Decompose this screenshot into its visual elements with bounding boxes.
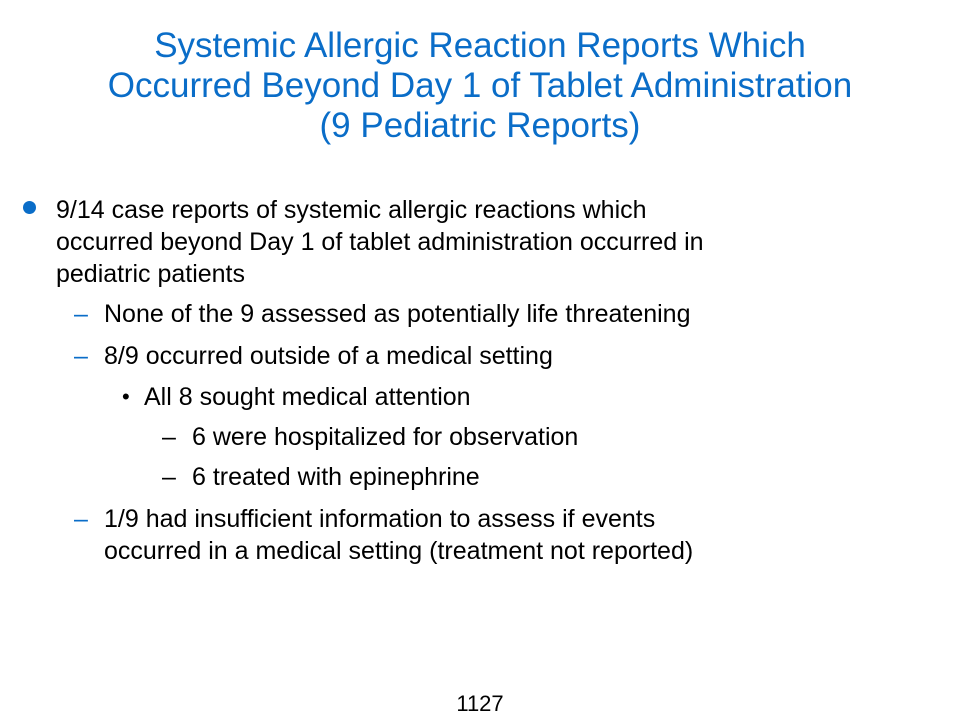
dash-icon: –	[162, 423, 176, 451]
sub-item-3-line-2: occurred in a medical setting (treatment…	[104, 537, 694, 565]
page-number: 1127	[456, 691, 504, 716]
sub-item-2-detail-2: 6 treated with epinephrine	[192, 463, 480, 491]
bullet-main: 9/14 case reports of systemic allergic r…	[23, 194, 916, 290]
dash-icon: –	[74, 300, 88, 328]
bullet-main-line-1: 9/14 case reports of systemic allergic r…	[56, 196, 647, 224]
bullet-main-line-3: pediatric patients	[56, 260, 246, 288]
bullet-dot-icon	[23, 201, 36, 214]
sub-item-2: 8/9 occurred outside of a medical settin…	[104, 342, 553, 370]
dash-icon: –	[74, 505, 88, 533]
title-line-2: Occurred Beyond Day 1 of Tablet Administ…	[107, 66, 853, 105]
sub-item-2-detail-1: 6 were hospitalized for observation	[192, 423, 579, 451]
sub-item-3-line-1: 1/9 had insufficient information to asse…	[104, 505, 656, 533]
title-line-3: (9 Pediatric Reports)	[319, 106, 641, 145]
slide-title: Systemic Allergic Reaction Reports Which…	[0, 26, 960, 146]
bullet-main-line-2: occurred beyond Day 1 of tablet administ…	[56, 228, 704, 256]
sub-item-1: None of the 9 assessed as potentially li…	[104, 300, 691, 328]
dash-icon: –	[74, 342, 88, 370]
dash-icon: –	[162, 463, 176, 491]
sub-item-2-detail: All 8 sought medical attention	[144, 383, 471, 411]
small-bullet-icon: •	[122, 384, 130, 409]
title-line-1: Systemic Allergic Reaction Reports Which	[154, 26, 806, 65]
